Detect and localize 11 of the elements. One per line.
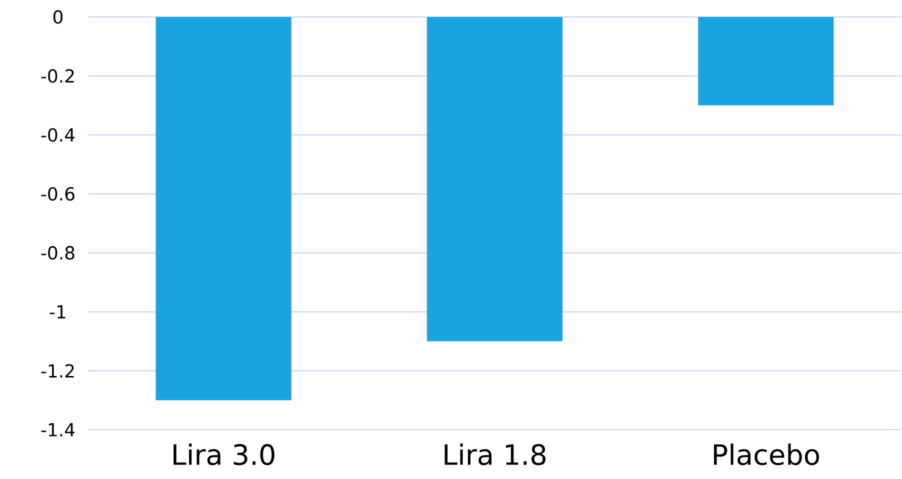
x-tick-label: Lira 1.8 — [444, 444, 546, 466]
y-tick-label: -0.2 — [41, 69, 74, 83]
x-tick-label: Placebo — [714, 444, 820, 466]
y-tick-label: 0 — [53, 10, 63, 24]
x-tick-label: Lira 3.0 — [174, 444, 274, 466]
y-tick-label: -1.2 — [41, 364, 74, 378]
y-tick-label: -1 — [50, 305, 66, 319]
y-tick-label: -1.4 — [41, 423, 75, 436]
y-tick-label: -0.8 — [41, 246, 74, 260]
y-tick-label: -0.6 — [41, 187, 74, 201]
y-tick-label: -0.4 — [41, 128, 75, 142]
